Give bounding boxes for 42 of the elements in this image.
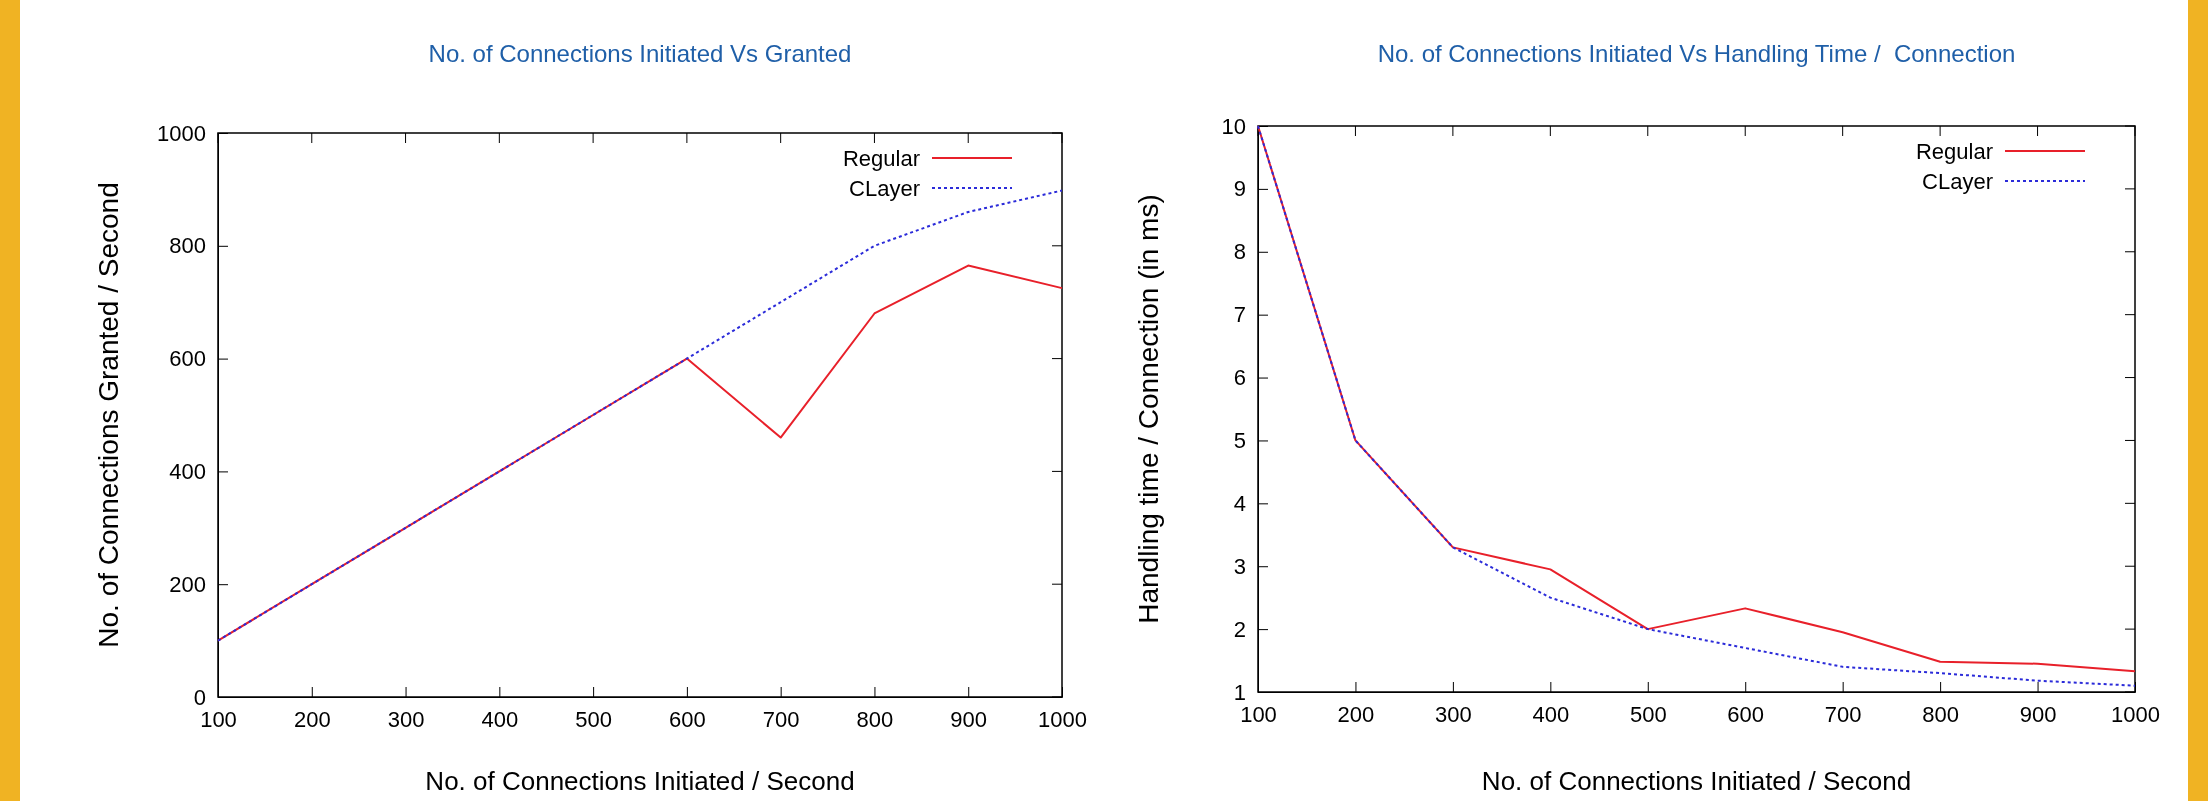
y-tick-label: 800: [169, 233, 206, 259]
y-tick-label: 6: [1233, 365, 1246, 391]
x-tick-label: 500: [575, 706, 612, 732]
x-tick-label: 1000: [1038, 706, 1087, 732]
x-tick-label: 200: [293, 706, 331, 732]
legend-label: Regular: [842, 145, 920, 171]
chart-title: No. of Connections Initiated Vs Granted: [428, 40, 852, 67]
legend-label: CLayer: [849, 175, 920, 201]
y-tick-label: 400: [169, 458, 206, 484]
x-tick-label: 800: [856, 706, 894, 732]
x-tick-label: 600: [1727, 701, 1765, 727]
y-axis-title: No. of Connections Granted / Second: [92, 182, 124, 648]
x-tick-label: 700: [762, 706, 800, 732]
x-tick-label: 800: [1922, 701, 1959, 727]
y-tick-label: 7: [1233, 302, 1246, 328]
x-tick-label: 1000: [2111, 701, 2160, 727]
x-tick-label: 300: [1435, 701, 1472, 727]
x-tick-label: 400: [481, 706, 519, 732]
y-tick-label: 600: [169, 346, 206, 372]
y-tick-label: 9: [1233, 176, 1246, 202]
x-tick-label: 200: [1337, 701, 1375, 727]
legend-label: CLayer: [1922, 168, 1993, 194]
x-tick-label: 900: [2019, 701, 2057, 727]
chart-title: No. of Connections Initiated Vs Handling Time / Connection: [1377, 40, 2016, 67]
y-axis-title: Handling time / Connection (in ms): [1132, 194, 1164, 624]
y-tick-label: 200: [169, 571, 206, 597]
y-tick-label: 10: [1221, 113, 1246, 139]
y-tick-label: 2: [1233, 616, 1246, 642]
legend-label: Regular: [1915, 138, 1993, 164]
x-tick-label: 400: [1532, 701, 1570, 727]
x-axis-title: No. of Connections Initiated / Second: [1481, 766, 1912, 796]
x-tick-label: 600: [669, 706, 706, 732]
y-tick-label: 5: [1233, 427, 1246, 453]
y-tick-label: 3: [1233, 553, 1246, 579]
y-tick-label: 1000: [157, 120, 206, 146]
x-tick-label: 700: [1824, 701, 1862, 727]
x-axis-title: No. of Connections Initiated / Second: [425, 766, 855, 796]
x-tick-label: 500: [1629, 701, 1667, 727]
x-tick-label: 900: [950, 706, 988, 732]
x-tick-label: 300: [387, 706, 425, 732]
y-tick-label: 4: [1233, 490, 1246, 516]
y-tick-label: 8: [1233, 239, 1246, 265]
